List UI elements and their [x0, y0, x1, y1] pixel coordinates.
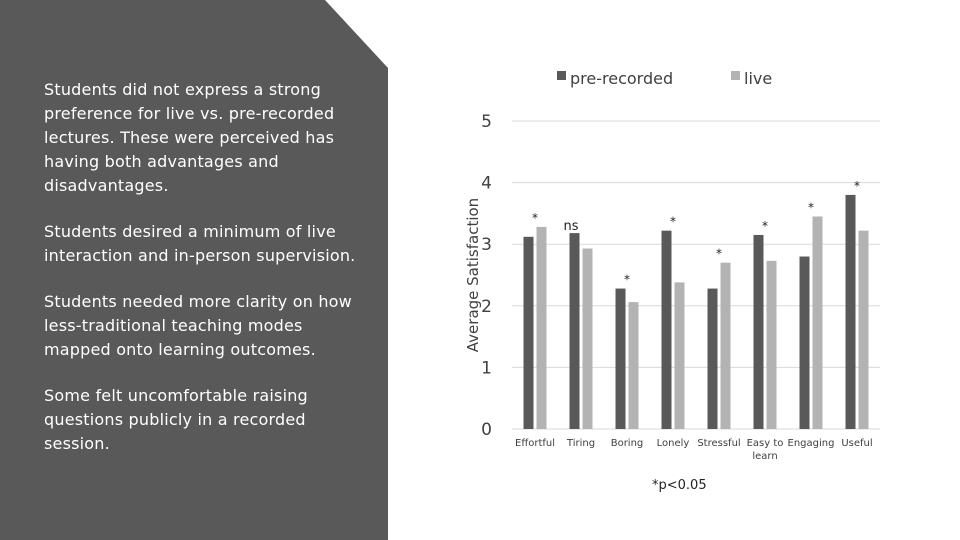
bullet-point: Students needed more clarity on how less… — [44, 292, 352, 359]
x-tick-label: Tiring — [566, 438, 595, 449]
bar — [674, 282, 685, 429]
bar — [661, 230, 672, 429]
bar — [720, 262, 731, 429]
legend-swatch — [557, 71, 566, 80]
y-tick-label: 4 — [481, 174, 492, 194]
significance-marker: * — [532, 211, 538, 225]
bullet-point: Students did not express a strong prefer… — [44, 80, 335, 195]
x-tick-label: learn — [752, 451, 777, 462]
bullet-point: Students desired a minimum of live inter… — [44, 222, 356, 265]
significance-marker: * — [762, 219, 768, 233]
y-tick-label: 0 — [481, 420, 492, 440]
y-tick-label: 5 — [481, 112, 492, 132]
significance-marker: * — [854, 179, 860, 193]
significance-marker: * — [670, 215, 676, 229]
x-tick-label: Boring — [611, 438, 644, 449]
y-tick-label: 3 — [481, 235, 492, 255]
significance-marker: * — [716, 247, 722, 261]
legend-label: pre-recorded — [570, 69, 673, 88]
bar — [523, 236, 534, 429]
bar — [615, 288, 626, 429]
legend-label: live — [744, 69, 772, 88]
bullet-list: Students did not express a strong prefer… — [44, 78, 364, 478]
x-tick-label: Easy to — [747, 438, 784, 449]
legend-swatch — [731, 71, 740, 80]
bar — [845, 194, 856, 429]
bar-chart: 0 1 2 3 4 5 Average Satisfaction pre-recorded li… — [440, 50, 960, 540]
x-tick-label: Effortful — [515, 438, 555, 449]
x-tick-label: Lonely — [657, 438, 690, 449]
y-tick-label: 1 — [481, 358, 492, 378]
bar — [812, 216, 823, 429]
bar — [858, 230, 869, 429]
bar — [536, 226, 547, 429]
bullet-point: Some felt uncomfortable raising question… — [44, 386, 308, 453]
bar — [707, 288, 718, 429]
bar — [582, 248, 593, 429]
significance-marker: * — [808, 200, 814, 214]
bar — [766, 260, 777, 429]
bar — [628, 302, 639, 429]
x-tick-label: Engaging — [788, 438, 835, 449]
x-tick-label: Stressful — [697, 438, 740, 449]
significance-marker: * — [624, 273, 630, 287]
bar — [569, 233, 580, 429]
y-axis-title: Average Satisfaction — [464, 198, 482, 352]
chart-canvas: 0 1 2 3 4 5 Average Satisfaction pre-recorded li… — [464, 69, 880, 462]
significance-marker: ns — [563, 219, 578, 234]
y-tick-label: 2 — [481, 297, 492, 317]
significance-footnote: *p<0.05 — [652, 478, 707, 493]
bar — [753, 234, 764, 429]
x-tick-label: Useful — [841, 438, 872, 449]
bar — [799, 256, 810, 429]
